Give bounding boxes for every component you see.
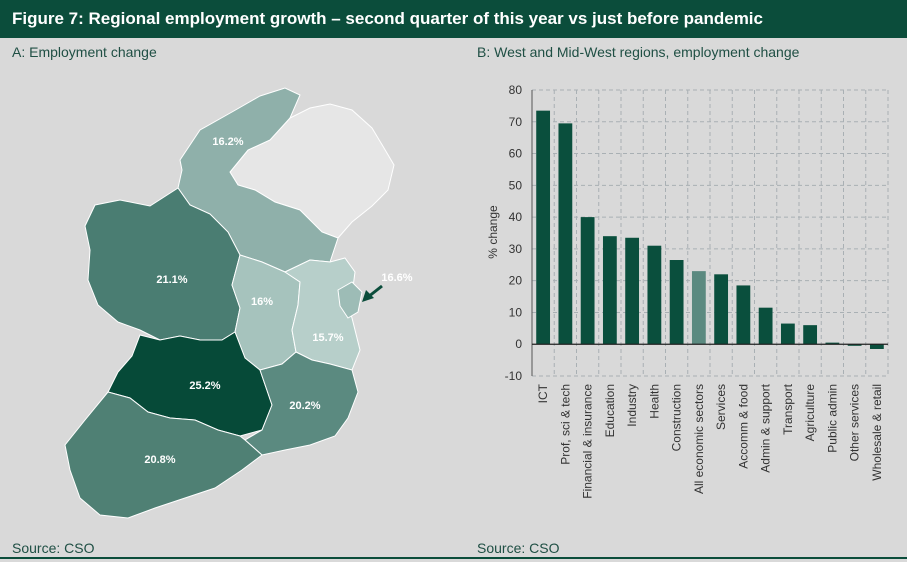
panel-b-title: B: West and Mid-West regions, employment…: [477, 44, 800, 60]
ireland-map: 16.2% 21.1% 16% 15.7% 16.6% 25.2% 20.2% …: [64, 87, 413, 519]
label-south-west: 20.8%: [144, 454, 175, 466]
bar: [580, 217, 595, 345]
category-label: Accomm & food: [736, 384, 750, 469]
source-a: Source: CSO: [12, 540, 95, 556]
panel-a-title: A: Employment change: [12, 44, 157, 60]
bar: [758, 307, 773, 345]
y-tick-labels: 80 70 60 50 40 30 20 10 0 -10: [505, 83, 523, 383]
category-label: Services: [714, 384, 728, 430]
bar: [558, 123, 573, 345]
bar: [647, 245, 662, 345]
category-label: Health: [647, 384, 661, 419]
label-midlands: 16%: [251, 296, 273, 308]
region-south-east: [244, 351, 359, 456]
y-tick-label: 20: [509, 274, 523, 288]
y-tick-label: 70: [509, 115, 523, 129]
bar: [602, 236, 617, 345]
bar: [869, 344, 884, 349]
dublin-arrow-icon: [362, 284, 383, 302]
region-mid-east: [283, 257, 361, 371]
region-south-west: [64, 391, 263, 519]
category-label: ICT: [536, 383, 550, 403]
label-mid-west: 25.2%: [189, 380, 220, 392]
bar: [825, 342, 840, 345]
category-label: Transport: [781, 383, 795, 435]
figure-title: Figure 7: Regional employment growth – s…: [0, 0, 907, 38]
y-tick-label: 40: [509, 210, 523, 224]
bar: [847, 344, 862, 346]
y-tick-label: 30: [509, 242, 523, 256]
label-mid-east: 15.7%: [312, 332, 343, 344]
y-tick-label: 60: [509, 147, 523, 161]
label-west: 21.1%: [156, 274, 187, 286]
bar: [714, 274, 729, 345]
bar: [803, 325, 818, 345]
category-label: Admin & support: [759, 383, 773, 472]
bar: [625, 237, 640, 345]
bar-chart: % change 80 70 60 50 40 30 20 10 0 -10 ICT Prof, s…: [486, 83, 889, 499]
category-labels: ICT Prof, sci & tech Financial & insurance…: [536, 383, 884, 498]
y-tick-label: -10: [505, 369, 523, 383]
category-label: All economic sectors: [692, 384, 706, 494]
category-label: Wholesale & retail: [870, 384, 884, 481]
category-label: Financial & insurance: [581, 384, 595, 499]
category-label: Public admin: [825, 384, 839, 453]
bottom-rule: [0, 557, 907, 559]
category-label: Education: [603, 384, 617, 437]
category-label: Other services: [848, 384, 862, 461]
category-label: Industry: [625, 384, 639, 427]
bar: [691, 271, 706, 345]
category-label: Agriculture: [803, 384, 817, 442]
y-tick-label: 50: [509, 178, 523, 192]
bar: [736, 285, 751, 345]
label-border: 16.2%: [212, 136, 243, 148]
bar: [780, 323, 795, 345]
bar: [536, 110, 551, 345]
bars: [532, 110, 888, 349]
y-tick-label: 0: [515, 337, 522, 351]
category-label: Construction: [670, 384, 684, 451]
region-dublin: [337, 281, 363, 319]
y-tick-label: 10: [509, 305, 523, 319]
label-south-east: 20.2%: [289, 400, 320, 412]
bar: [669, 260, 684, 345]
y-axis-title: % change: [486, 205, 500, 259]
source-b: Source: CSO: [477, 540, 560, 556]
category-label: Prof, sci & tech: [558, 384, 572, 465]
label-dublin: 16.6%: [381, 272, 412, 284]
y-tick-label: 80: [509, 83, 523, 97]
